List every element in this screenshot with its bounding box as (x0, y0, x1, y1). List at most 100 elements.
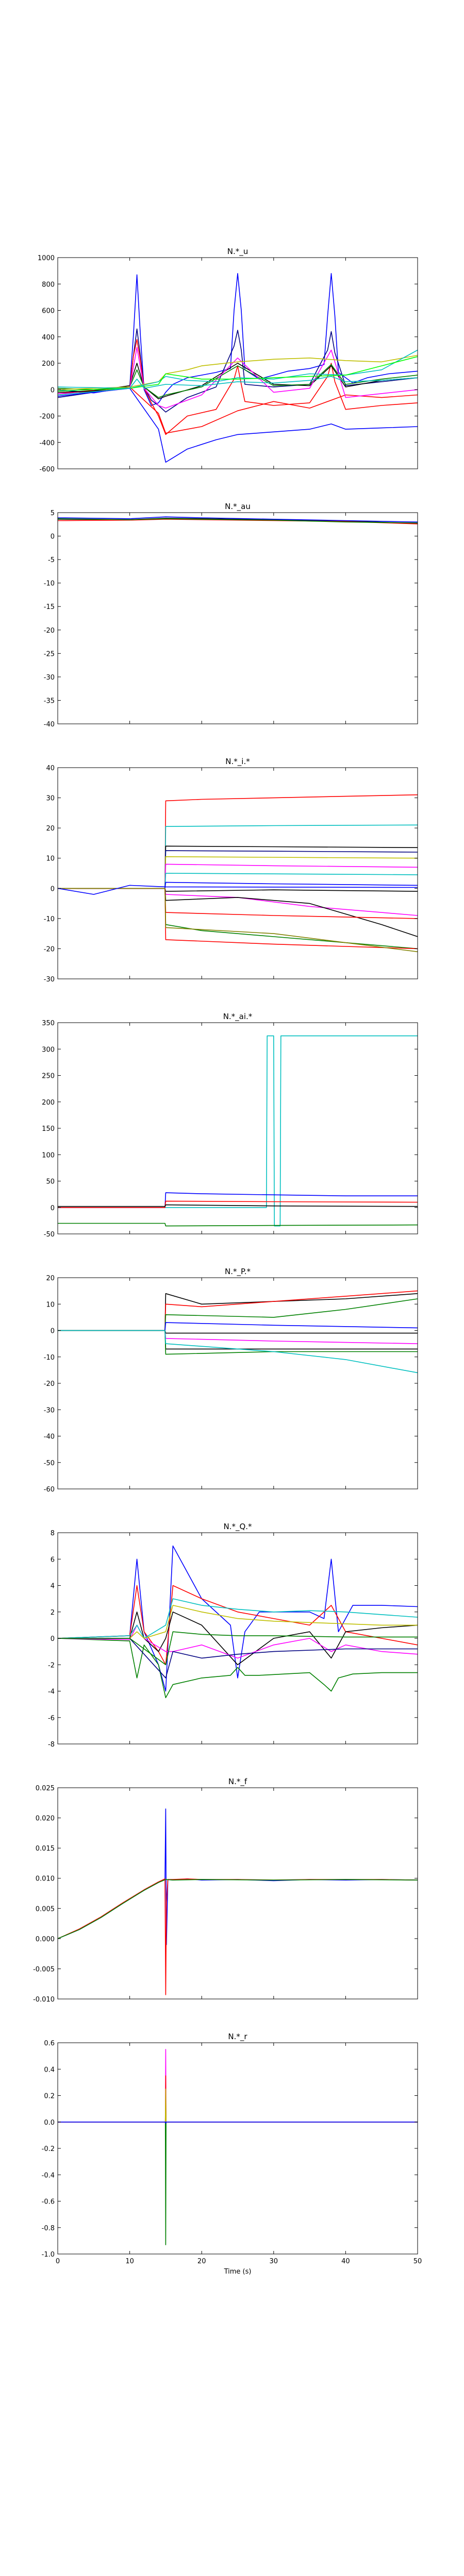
series-line-11 (58, 387, 418, 463)
y-tick-label: -10 (44, 1354, 55, 1362)
series-line-16 (58, 885, 418, 895)
y-tick-label: 6 (51, 1556, 55, 1564)
y-tick-label: 20 (46, 1275, 55, 1282)
y-tick-label: 50 (46, 1178, 55, 1186)
series-line-6 (58, 364, 418, 398)
y-tick-label: -5 (48, 556, 55, 564)
series-line-4 (58, 1322, 418, 1331)
axes-frame (57, 1787, 418, 1999)
series-line-8 (58, 1638, 418, 1679)
y-tick-label: 0.025 (36, 1785, 55, 1792)
y-tick-label: 0.2 (44, 2093, 55, 2100)
y-tick-label: 0.015 (36, 1845, 55, 1853)
y-tick-label: -20 (44, 945, 55, 953)
subplot-2: N.*_au 5 0 -5 -10 -15 -20 -25 -30 -35 -40 (44, 502, 418, 728)
y-tick-label: -10 (44, 580, 55, 588)
subplot-4: N.*_ai.* 350 300 250 200 150 100 50 0 -50 (42, 1012, 418, 1239)
series-group (58, 1290, 418, 1374)
axes-frame (57, 2042, 418, 2255)
chart-title: N.*_r (228, 2032, 247, 2042)
series-line-3 (58, 339, 418, 435)
series-line-12 (58, 376, 418, 396)
series-line-6 (58, 1598, 418, 1639)
subplot-3: N.*_i.* 40 30 20 10 0 -10 -20 -30 (44, 757, 418, 984)
series-group (58, 1808, 418, 1995)
y-tick-label: 4 (51, 1583, 55, 1590)
y-tick-label: 0 (51, 1205, 55, 1212)
series-line-12 (58, 888, 418, 919)
y-tick-label: 0.000 (36, 1936, 55, 1943)
y-tick-label: 8 (51, 1530, 55, 1537)
series-line-15 (58, 888, 418, 953)
y-tick-label: 100 (42, 1151, 55, 1159)
series-group (58, 794, 418, 953)
series-line-1 (58, 1293, 418, 1331)
y-tick-label: -6 (48, 1715, 55, 1722)
axes-frame (57, 767, 418, 979)
series-line-1 (58, 273, 418, 406)
series-line-7 (58, 1605, 418, 1639)
y-tick-label: 20 (46, 825, 55, 833)
x-tick-label: 20 (197, 2258, 206, 2265)
y-tick-label: -30 (44, 1406, 55, 1414)
y-tick-label: -0.8 (42, 2225, 55, 2232)
series-line-1 (58, 2121, 418, 2245)
y-tick-label: 0.0 (44, 2119, 55, 2127)
series-line-4 (58, 386, 418, 434)
series-line-3 (58, 1200, 418, 1208)
y-tick-label: -600 (39, 466, 55, 473)
y-tick-label: -20 (44, 1380, 55, 1388)
x-tick-label: 50 (413, 2258, 422, 2265)
series-line-3 (58, 1585, 418, 1666)
y-tick-label: 400 (42, 334, 55, 342)
series-group (58, 516, 418, 524)
series-line-3 (58, 2075, 418, 2123)
y-tick-label: -35 (44, 697, 55, 705)
y-tick-label: 0 (51, 386, 55, 394)
y-tick-label: 300 (42, 1046, 55, 1054)
subplot-6: N.*_Q.* 8 6 4 2 0 -2 -4 -6 -8 (48, 1522, 418, 1749)
chart-title: N.*_au (225, 502, 251, 512)
y-tick-label: 40 (46, 765, 55, 772)
x-tick-label: 10 (125, 2258, 134, 2265)
y-tick-label: -200 (39, 413, 55, 421)
subplot-8: N.*_r 0.6 0.4 0.2 0.0 -0.2 -0.4 -0.6 -0.8 -1.00 10… (42, 2032, 422, 2276)
series-line-10 (58, 356, 418, 392)
y-tick-label: 10 (46, 1301, 55, 1309)
y-tick-label: -15 (44, 603, 55, 611)
series-line-2 (58, 1638, 418, 1699)
y-tick-label: 0.020 (36, 1815, 55, 1823)
series-group (58, 1035, 418, 1227)
subplot-5: N.*_P.* 20 10 0 -10 -20 -30 -40 -50 -60 (44, 1267, 418, 1494)
chart-title: N.*_ai.* (223, 1012, 253, 1022)
y-tick-label: -0.010 (33, 1996, 55, 2004)
series-line-7 (58, 347, 418, 409)
x-tick-label: 40 (341, 2258, 350, 2265)
series-line-3 (58, 518, 418, 524)
series-line-3 (58, 845, 418, 889)
series-line-2 (58, 824, 418, 889)
y-tick-label: 200 (42, 360, 55, 368)
y-tick-label: 0 (51, 1635, 55, 1643)
subplot-7: N.*_f 0.025 0.020 0.015 0.010 0.005 0.000 -0.00… (33, 1777, 418, 2004)
y-tick-label: -8 (48, 1741, 55, 1749)
chart-title: N.*_u (227, 247, 248, 257)
series-line-1 (58, 1035, 418, 1227)
series-group (58, 1545, 418, 1699)
y-tick-label: 0 (51, 885, 55, 893)
y-tick-label: 0 (51, 533, 55, 541)
x-axis-label: Time (s) (224, 2268, 252, 2276)
y-tick-label: 250 (42, 1073, 55, 1080)
y-tick-label: -30 (44, 976, 55, 984)
series-line-2 (58, 328, 418, 413)
y-tick-label: 1000 (38, 255, 55, 262)
chart-title: N.*_i.* (225, 757, 250, 767)
y-tick-label: 0.010 (36, 1875, 55, 1883)
y-tick-label: 350 (42, 1020, 55, 1027)
x-tick-label: 0 (56, 2258, 60, 2265)
y-tick-label: 0.4 (44, 2066, 55, 2074)
chart-title: N.*_P.* (225, 1267, 251, 1277)
y-tick-label: -0.2 (42, 2145, 55, 2153)
series-line-11 (58, 888, 418, 937)
y-tick-label: 150 (42, 1125, 55, 1133)
